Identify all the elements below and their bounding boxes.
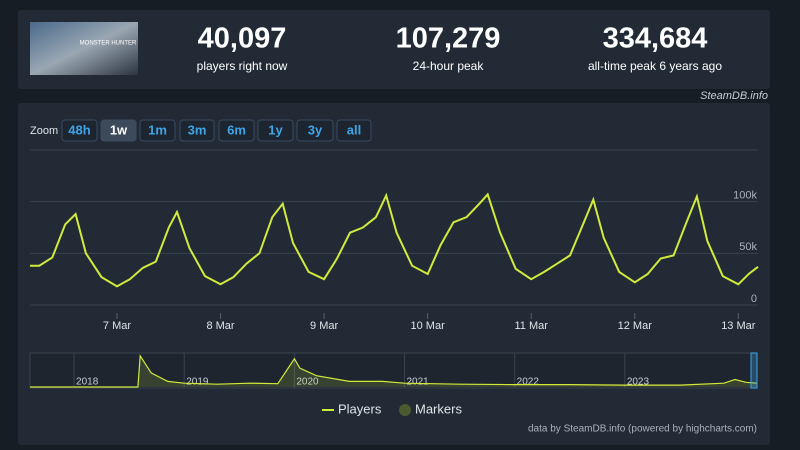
zoom-button[interactable] xyxy=(139,119,176,142)
zoom-button[interactable] xyxy=(179,119,215,142)
stats-panel xyxy=(18,10,770,89)
y-tick-label: 50k xyxy=(739,241,757,253)
navigator-tick-label: 2023 xyxy=(627,377,650,388)
stat-label: 24-hour peak xyxy=(413,59,485,73)
x-tick-label: 11 Mar xyxy=(515,320,549,332)
legend-label[interactable]: Players xyxy=(338,401,382,416)
navigator-tick-label: 2018 xyxy=(76,377,99,388)
x-tick-label: 13 Mar xyxy=(721,320,756,332)
players-line xyxy=(30,192,759,288)
chart-panel xyxy=(18,103,770,445)
stat-label: players right now xyxy=(197,59,288,73)
thumbnail-text: MONSTER HUNTER xyxy=(80,41,137,47)
navigator-tick-label: 2021 xyxy=(407,377,430,388)
x-tick-label: 9 Mar xyxy=(310,320,338,332)
zoom-button[interactable] xyxy=(257,119,294,142)
source: SteamDB.info xyxy=(700,90,768,102)
stat-value: 334,684 xyxy=(603,23,708,55)
zoom-button[interactable] xyxy=(61,119,98,142)
navigator-tick-label: 2020 xyxy=(296,377,319,388)
x-tick-label: 12 Mar xyxy=(618,320,653,332)
legend-label[interactable]: Markers xyxy=(415,401,462,416)
zoom-label: Zoom xyxy=(30,125,58,137)
x-tick-label: 8 Mar xyxy=(206,320,234,332)
zoom-button-label[interactable]: 1m xyxy=(148,122,167,137)
zoom-button-label[interactable]: 3m xyxy=(188,122,207,137)
zoom-button-label[interactable]: 48h xyxy=(68,122,90,137)
navigator-line xyxy=(30,354,758,388)
zoom-button[interactable] xyxy=(218,119,255,142)
legend-swatch xyxy=(399,404,411,416)
navigator-selection[interactable] xyxy=(750,352,758,389)
credits: data by SteamDB.info (powered by highcha… xyxy=(528,424,757,435)
thumbnail xyxy=(30,22,138,75)
y-tick-label: 0 xyxy=(751,293,757,305)
zoom-button[interactable] xyxy=(296,119,334,142)
x-tick-label: 7 Mar xyxy=(103,320,131,332)
zoom-button-label[interactable]: 1w xyxy=(110,122,128,137)
stat-value: 107,279 xyxy=(396,23,501,55)
zoom-button-label[interactable]: 1y xyxy=(268,122,283,137)
stat-value: 40,097 xyxy=(198,23,287,55)
stat-label: all-time peak 6 years ago xyxy=(588,59,722,73)
navigator-tick-label: 2022 xyxy=(517,377,540,388)
zoom-button-label[interactable]: 3y xyxy=(308,122,323,137)
navigator-tick-label: 2019 xyxy=(186,377,209,388)
zoom-button[interactable] xyxy=(336,119,372,142)
zoom-button-label[interactable]: all xyxy=(347,122,361,137)
x-tick-label: 10 Mar xyxy=(411,320,446,332)
y-tick-label: 100k xyxy=(733,190,757,202)
zoom-button[interactable] xyxy=(100,119,137,142)
zoom-button-label[interactable]: 6m xyxy=(227,122,246,137)
